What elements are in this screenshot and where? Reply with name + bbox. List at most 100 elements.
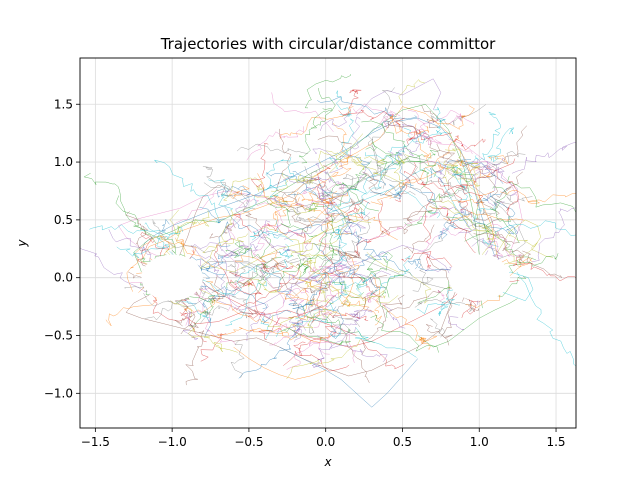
trajectory-line <box>150 292 207 343</box>
trajectory-line <box>379 190 416 197</box>
trajectory-line <box>475 187 508 204</box>
trajectory-line <box>282 176 333 183</box>
trajectory-line <box>284 295 348 317</box>
trajectory-line <box>341 212 371 234</box>
trajectory-line <box>454 227 476 254</box>
trajectory-line <box>126 235 167 292</box>
trajectory-line <box>436 143 464 176</box>
trajectory-line <box>208 179 234 211</box>
trajectory-line <box>195 265 465 348</box>
trajectory-line <box>299 205 350 224</box>
trajectory-line <box>356 78 442 116</box>
trajectory-line <box>253 195 291 206</box>
trajectory-line <box>387 134 421 157</box>
x-tick-label: 1.0 <box>470 435 489 449</box>
trajectory-line <box>258 294 337 341</box>
trajectory-line <box>252 219 283 233</box>
trajectory-line <box>328 133 364 174</box>
trajectory-line <box>481 196 533 216</box>
trajectory-line <box>376 149 440 166</box>
trajectory-line <box>250 142 269 194</box>
trajectory-line <box>353 154 365 171</box>
trajectory-line <box>232 213 252 233</box>
trajectory-line <box>364 156 386 164</box>
trajectory-line <box>199 207 226 224</box>
trajectory-line <box>456 184 484 207</box>
trajectory-line <box>317 335 388 362</box>
trajectory-line <box>282 192 349 204</box>
trajectory-line <box>448 138 523 253</box>
trajectory-line <box>213 244 266 316</box>
trajectory-line <box>115 195 177 256</box>
y-tick-label: 1.5 <box>54 97 73 111</box>
trajectory-line <box>507 175 576 213</box>
trajectory-line <box>225 260 288 326</box>
trajectory-line <box>361 120 425 158</box>
trajectory-line <box>317 135 352 145</box>
x-tick-label: 0.0 <box>316 435 335 449</box>
trajectory-line <box>269 307 323 346</box>
state-region <box>448 254 510 301</box>
trajectory-line <box>249 231 294 242</box>
trajectory-line <box>430 104 486 126</box>
x-tick-label: 1.5 <box>546 435 565 449</box>
trajectory-line <box>446 216 536 261</box>
trajectory-line <box>430 318 446 338</box>
trajectory-line <box>181 301 210 318</box>
trajectory-line <box>300 249 342 264</box>
trajectory-line <box>342 289 386 301</box>
trajectory-line <box>417 278 453 304</box>
trajectory-line <box>191 242 241 255</box>
trajectory-line <box>179 184 249 255</box>
trajectory-line <box>489 235 522 257</box>
trajectory-line <box>429 205 452 218</box>
trajectory-line <box>407 258 421 267</box>
trajectory-line <box>337 160 372 223</box>
trajectory-line <box>354 200 391 256</box>
trajectory-line <box>442 156 466 162</box>
trajectory-line <box>332 281 364 298</box>
trajectory-line <box>462 158 518 196</box>
trajectory-line <box>246 278 282 293</box>
trajectory-line <box>297 274 337 320</box>
trajectory-line <box>315 272 348 291</box>
trajectory-line <box>210 327 289 339</box>
trajectory-line <box>342 252 360 307</box>
trajectory-line <box>238 332 299 379</box>
trajectory-line <box>403 170 449 195</box>
trajectory-line <box>408 155 430 189</box>
trajectory-line <box>260 315 273 340</box>
trajectory-line <box>414 298 476 312</box>
trajectory-line <box>293 324 302 343</box>
trajectory-line <box>360 338 405 370</box>
x-tick-label: 0.5 <box>393 435 412 449</box>
trajectory-line <box>408 128 442 146</box>
trajectory-line <box>232 263 300 311</box>
trajectory-line <box>89 224 178 235</box>
trajectory-line <box>416 302 461 315</box>
trajectory-line <box>447 165 480 188</box>
trajectory-line <box>202 166 249 204</box>
trajectory-line <box>242 245 284 328</box>
trajectory-line <box>474 202 497 219</box>
trajectory-line <box>206 281 270 324</box>
trajectory-line <box>308 298 334 308</box>
trajectory-line <box>395 151 436 204</box>
trajectory-line <box>307 245 341 260</box>
trajectory-line <box>516 271 576 367</box>
trajectory-line <box>279 346 418 408</box>
trajectory-line <box>440 187 468 199</box>
trajectory-line <box>191 286 268 309</box>
trajectory-line <box>311 305 352 333</box>
trajectory-line <box>209 222 236 239</box>
trajectory-line <box>487 233 504 256</box>
trajectory-line <box>253 220 279 235</box>
trajectory-line <box>216 206 247 248</box>
trajectory-line <box>531 207 576 263</box>
trajectory-line <box>236 143 309 154</box>
trajectory-line <box>262 309 292 324</box>
trajectory-line <box>286 338 361 380</box>
trajectory-line <box>288 316 306 336</box>
trajectory-line <box>370 314 439 353</box>
